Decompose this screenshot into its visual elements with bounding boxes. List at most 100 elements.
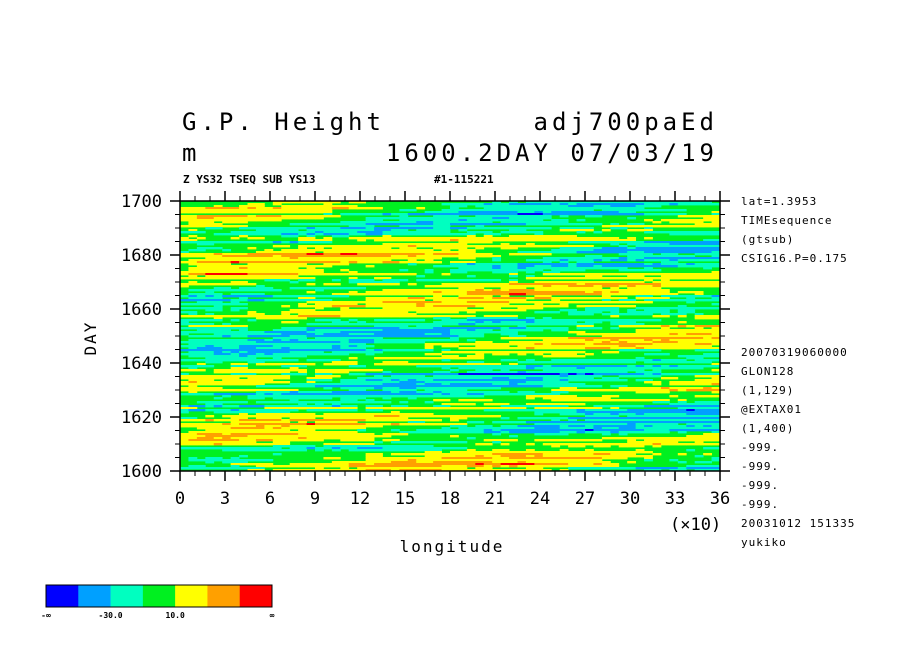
- heat-cell: [348, 361, 358, 364]
- heat-cell: [365, 401, 375, 404]
- heat-cell: [559, 219, 569, 222]
- heat-cell: [230, 415, 240, 418]
- heat-cell: [315, 215, 324, 218]
- heat-cell: [551, 207, 561, 210]
- heat-cell: [542, 381, 552, 384]
- heat-cell: [466, 427, 476, 430]
- heat-cell: [466, 395, 476, 398]
- heat-cell: [331, 371, 341, 374]
- heat-cell: [399, 247, 409, 250]
- heat-cell: [255, 435, 265, 438]
- heat-cell: [551, 419, 561, 422]
- heat-cell: [416, 219, 426, 222]
- heat-cell: [222, 219, 232, 222]
- heat-cell: [450, 221, 459, 224]
- heat-cell: [677, 411, 687, 414]
- heat-cell: [677, 401, 687, 404]
- heat-cell: [441, 365, 451, 368]
- heat-cell: [483, 283, 493, 286]
- heat-cell: [517, 421, 527, 424]
- heat-cell: [205, 217, 215, 220]
- heat-cell: [568, 403, 577, 406]
- heat-cell: [635, 325, 645, 328]
- heat-cell: [627, 421, 637, 424]
- heat-cell: [272, 369, 282, 372]
- heat-cell: [585, 313, 594, 316]
- heat-cell: [340, 395, 350, 398]
- heat-cell: [281, 431, 291, 434]
- heat-cell: [239, 257, 248, 260]
- heat-cell: [348, 223, 358, 226]
- heat-cell: [568, 337, 577, 340]
- heat-cell: [534, 231, 544, 234]
- heat-cell: [315, 273, 324, 276]
- heat-cell: [382, 311, 392, 314]
- heat-cell: [180, 209, 189, 212]
- heat-cell: [188, 311, 198, 314]
- heat-cell: [264, 229, 274, 232]
- heat-cell: [407, 289, 417, 292]
- heat-cell: [627, 323, 637, 326]
- heat-cell: [669, 203, 679, 206]
- heat-cell: [559, 251, 569, 254]
- heat-cell: [357, 349, 367, 352]
- heat-cell: [441, 255, 451, 258]
- heat-cell: [551, 323, 561, 326]
- heat-cell: [433, 325, 442, 328]
- heat-cell: [416, 323, 426, 326]
- heat-cell: [340, 353, 350, 356]
- heat-cell: [568, 205, 577, 208]
- heat-cell: [677, 277, 687, 280]
- heat-cell: [686, 331, 696, 334]
- heat-cell: [593, 411, 603, 414]
- heat-cell: [669, 413, 679, 416]
- heat-cell: [711, 257, 721, 260]
- heat-cell: [559, 387, 569, 390]
- heat-cell: [669, 425, 679, 428]
- heat-cell: [711, 221, 721, 224]
- heat-cell: [483, 319, 493, 322]
- heat-cell: [365, 315, 375, 318]
- heat-cell: [441, 239, 451, 242]
- heat-cell: [660, 423, 670, 426]
- heat-cell: [230, 259, 240, 262]
- heat-cell: [205, 327, 215, 330]
- heat-cell: [458, 315, 468, 318]
- heat-cell: [618, 427, 628, 430]
- heat-cell: [458, 377, 468, 380]
- heat-cell: [213, 241, 223, 244]
- heat-cell: [382, 217, 392, 220]
- heat-cell: [399, 229, 409, 232]
- heat-cell: [517, 239, 527, 242]
- heat-cell: [374, 325, 383, 328]
- heat-cell: [610, 337, 620, 340]
- heat-cell: [433, 405, 442, 408]
- heat-cell: [542, 403, 552, 406]
- heat-cell: [205, 383, 215, 386]
- heat-cell: [669, 219, 679, 222]
- heat-cell: [247, 241, 257, 244]
- heat-cell: [450, 301, 459, 304]
- heat-cell: [627, 205, 637, 208]
- heat-cell: [542, 277, 552, 280]
- heat-cell: [365, 229, 375, 232]
- heat-cell: [475, 425, 485, 428]
- heat-cell: [475, 287, 485, 290]
- heat-cell: [281, 363, 291, 366]
- heat-cell: [483, 427, 493, 430]
- heat-cell: [525, 267, 535, 270]
- heat-cell: [382, 303, 392, 306]
- heat-cell: [315, 223, 324, 226]
- heat-cell: [525, 341, 535, 344]
- heat-cell: [348, 389, 358, 392]
- heat-cell: [247, 397, 257, 400]
- heat-cell: [525, 391, 535, 394]
- heat-cell: [483, 253, 493, 256]
- heat-cell: [500, 293, 510, 296]
- heat-cell: [559, 413, 569, 416]
- heat-cell: [677, 255, 687, 258]
- heat-cell: [424, 391, 434, 394]
- heat-cell: [601, 293, 611, 296]
- heat-cell: [703, 295, 712, 298]
- heat-cell: [306, 233, 316, 236]
